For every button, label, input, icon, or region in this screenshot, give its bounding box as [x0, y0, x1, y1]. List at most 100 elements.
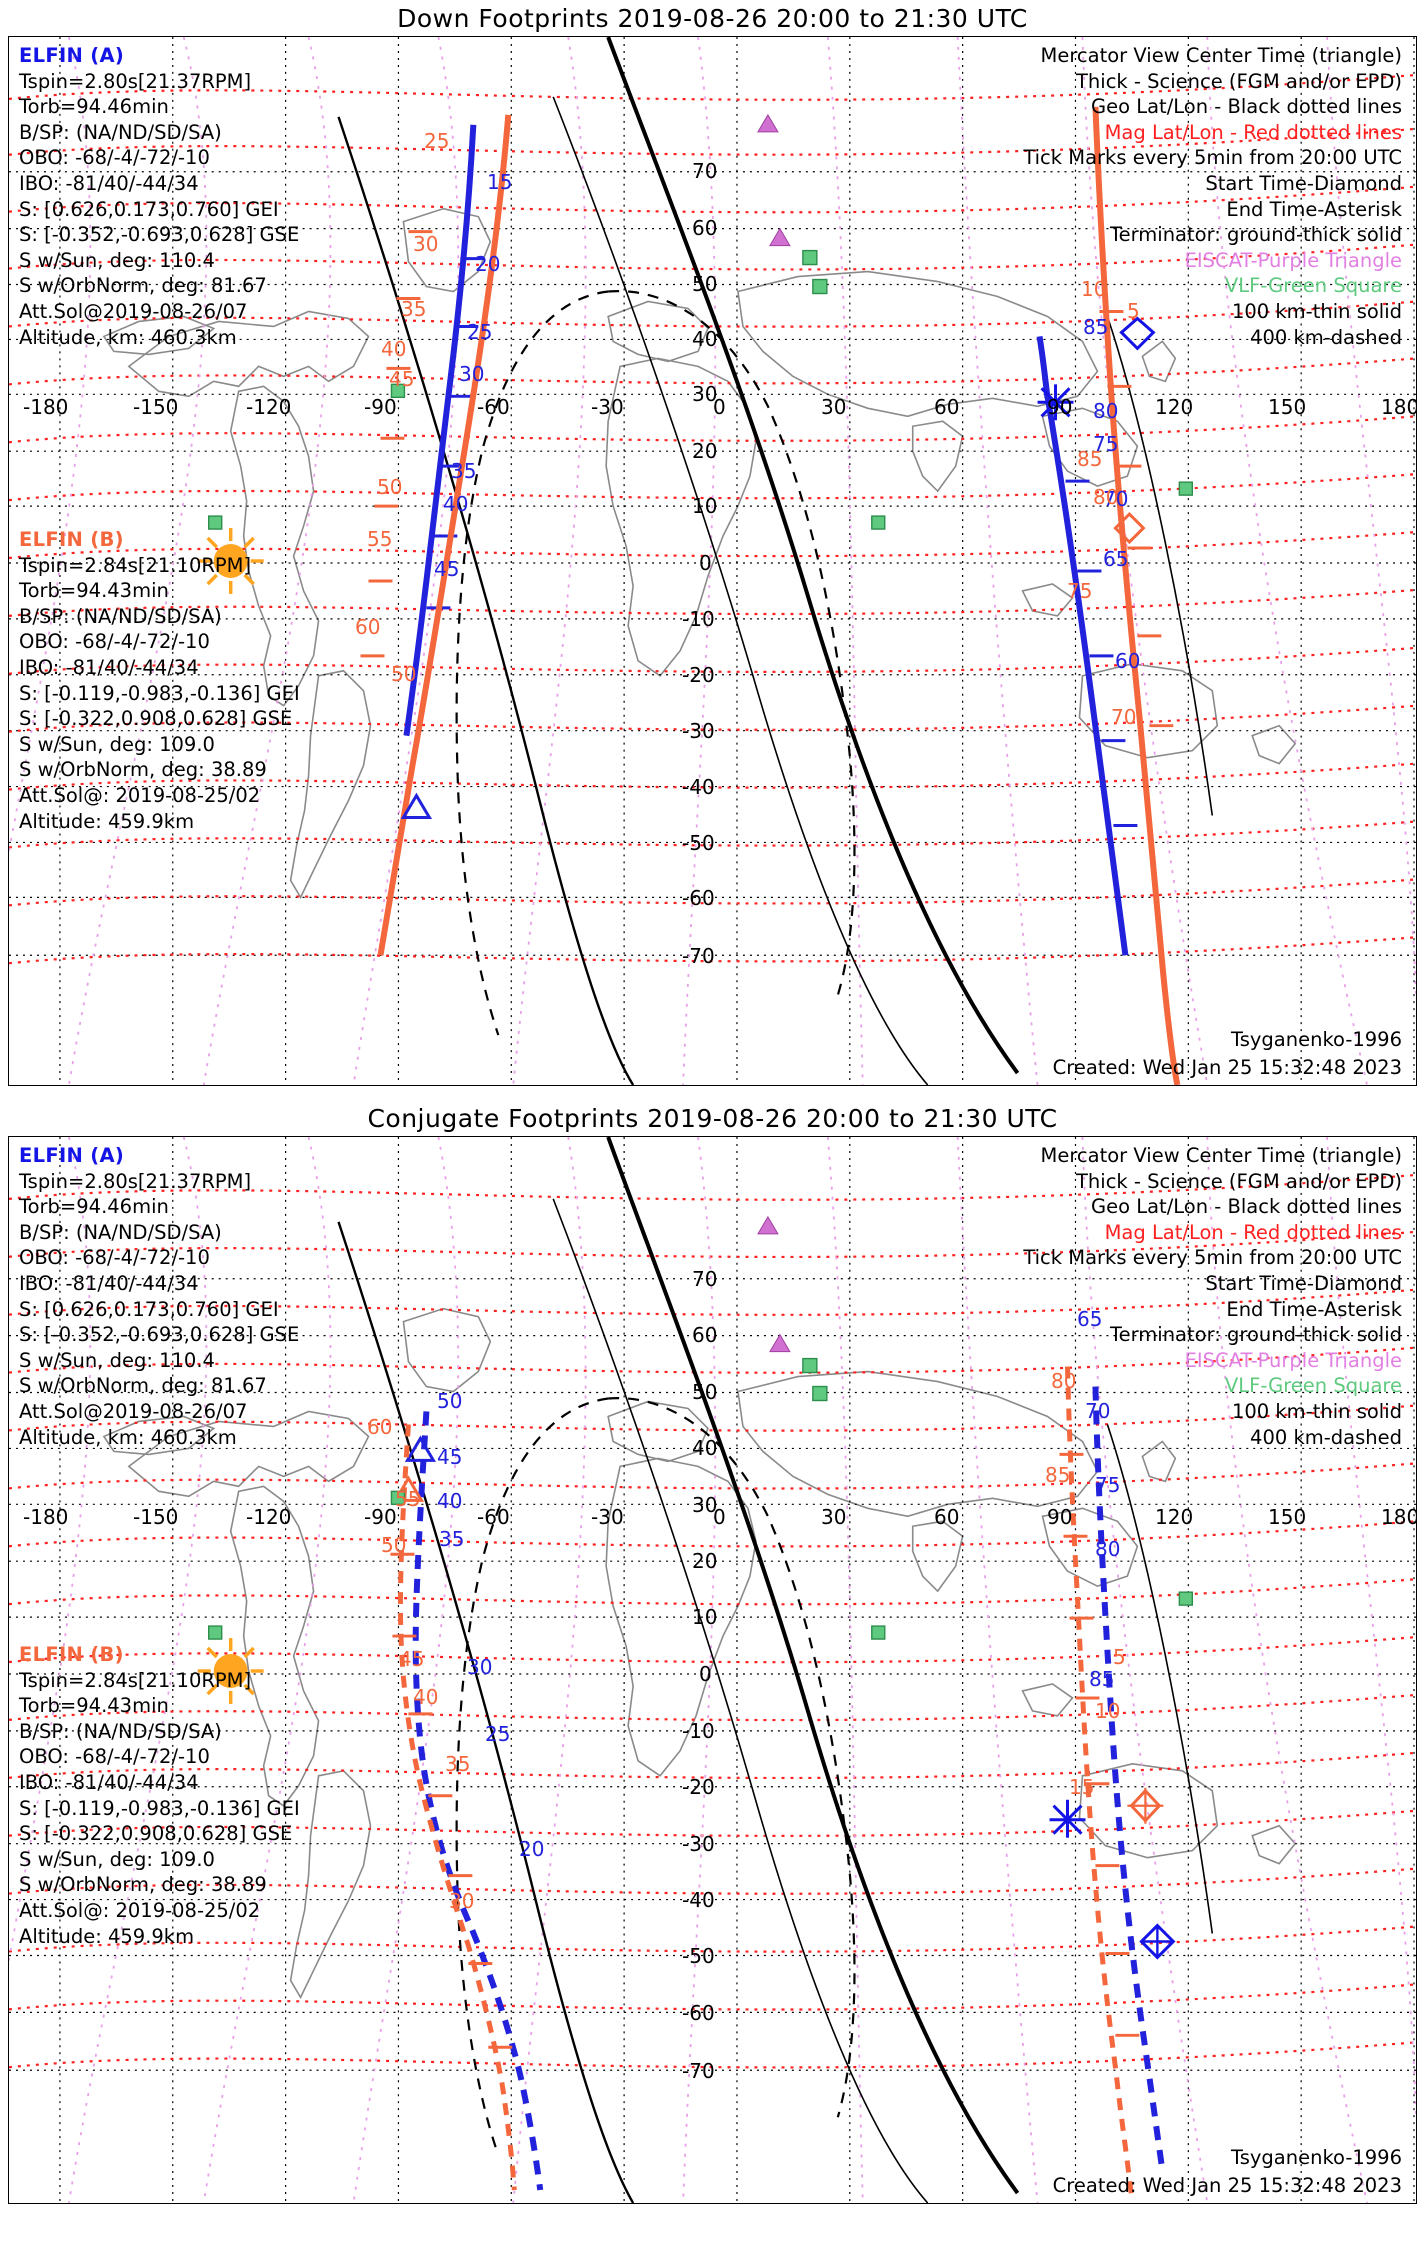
- track2-label-red-3: 45: [399, 1647, 425, 1671]
- lat2-tick-30: 30: [692, 1493, 718, 1517]
- lat2-tick-70: 70: [692, 1267, 718, 1291]
- elfin-b-track: [360, 106, 1181, 1085]
- lat2-tick--30: -30: [682, 1832, 715, 1856]
- elfin-a-track: [403, 124, 1156, 956]
- track-label-red-4: 45: [389, 367, 415, 391]
- eiscat-marker-2: [757, 1215, 791, 1353]
- lat-tick--10: -10: [682, 607, 715, 631]
- lat2-tick-60: 60: [692, 1323, 718, 1347]
- start-time-diamond-b: [1113, 511, 1146, 545]
- lat-tick-50: 50: [692, 272, 718, 296]
- lon2-tick-90: 90: [1047, 1505, 1073, 1529]
- track2-label-blue-11: 85: [1089, 1667, 1115, 1691]
- track-label-blue-9: 75: [1093, 432, 1119, 456]
- lon2-tick--30: -30: [591, 1505, 624, 1529]
- panel-1-map-svg: [9, 37, 1416, 1085]
- track-label-red-3: 40: [381, 337, 407, 361]
- geo-grid: [9, 37, 1416, 1085]
- track2-label-red-11: 15: [1069, 1775, 1095, 1799]
- lon2-tick-150: 150: [1268, 1505, 1307, 1529]
- track-label-blue-8: 80: [1093, 399, 1119, 423]
- lat2-tick-40: 40: [692, 1436, 718, 1460]
- lat-tick-20: 20: [692, 439, 718, 463]
- track2-label-blue-4: 30: [467, 1655, 493, 1679]
- lon-tick-0: 0: [713, 395, 726, 419]
- lat2-tick--10: -10: [682, 1719, 715, 1743]
- lat-tick-40: 40: [692, 327, 718, 351]
- track-label-red-12: 80: [1093, 485, 1119, 509]
- track-label-red-1: 30: [413, 232, 439, 256]
- terminator-400km-2: [455, 1397, 856, 2156]
- created-label-panel-1: Created: Wed Jan 25 15:32:48 2023: [1052, 1056, 1402, 1080]
- track2-label-blue-9: 75: [1095, 1473, 1121, 1497]
- lon2-tick-180: 180: [1381, 1505, 1417, 1529]
- panel-conjugate-footprints: Conjugate Footprints 2019-08-26 20:00 to…: [0, 1100, 1425, 2250]
- panel-down-footprints: Down Footprints 2019-08-26 20:00 to 21:3…: [0, 0, 1425, 1100]
- lat-tick--70: -70: [682, 944, 715, 968]
- lon-tick-30: 30: [821, 395, 847, 419]
- terminator-ground: [337, 37, 1020, 1085]
- lon2-tick--180: -180: [23, 1505, 69, 1529]
- track-label-red-6: 55: [367, 527, 393, 551]
- track2-label-blue-10: 80: [1095, 1537, 1121, 1561]
- track-label-blue-4: 35: [451, 459, 477, 483]
- geo-grid-2: [9, 1137, 1416, 2203]
- lon-tick--30: -30: [591, 395, 624, 419]
- terminator-ground-2: [337, 1137, 1020, 2203]
- lon2-tick-0: 0: [713, 1505, 726, 1529]
- lat2-tick--20: -20: [682, 1775, 715, 1799]
- lat-tick-60: 60: [692, 216, 718, 240]
- lat2-tick--60: -60: [682, 2001, 715, 2025]
- track-label-red-7: 60: [355, 615, 381, 639]
- terminator-100km: [552, 96, 1214, 1085]
- lon-tick-60: 60: [934, 395, 960, 419]
- track2-label-red-5: 35: [445, 1752, 471, 1776]
- lat-tick-10: 10: [692, 494, 718, 518]
- lat-tick--30: -30: [682, 719, 715, 743]
- lon2-tick--60: -60: [477, 1505, 510, 1529]
- lon-tick--180: -180: [23, 395, 69, 419]
- vlf-marker: [208, 249, 1194, 530]
- track2-label-red-10: 10: [1095, 1699, 1121, 1723]
- model-label-panel-2: Tsyganenko-1996: [1231, 2146, 1402, 2170]
- lat-tick--60: -60: [682, 886, 715, 910]
- track2-label-red-0: 60: [367, 1415, 393, 1439]
- track-label-red-5: 50: [377, 475, 403, 499]
- track-label-blue-6: 45: [434, 557, 460, 581]
- lon-tick--150: -150: [133, 395, 179, 419]
- lon2-tick--150: -150: [133, 1505, 179, 1529]
- track2-label-red-2: 50: [381, 1533, 407, 1557]
- track2-label-red-4: 40: [413, 1685, 439, 1709]
- track2-label-blue-3: 35: [439, 1527, 465, 1551]
- track-label-red-14: 70: [1111, 705, 1137, 729]
- track2-label-blue-5: 25: [485, 1722, 511, 1746]
- lat-tick-70: 70: [692, 159, 718, 183]
- lat-tick--50: -50: [682, 831, 715, 855]
- track-label-blue-7: 85: [1083, 315, 1109, 339]
- track-label-red-2: 35: [401, 297, 427, 321]
- lon2-tick-120: 120: [1155, 1505, 1194, 1529]
- lat-tick--20: -20: [682, 663, 715, 687]
- view-center-triangle-a-2: [404, 1435, 437, 1462]
- lat2-tick--40: -40: [682, 1888, 715, 1912]
- track2-label-red-7: 80: [1051, 1369, 1077, 1393]
- subsolar-sun-icon: [197, 528, 264, 594]
- lon-tick-120: 120: [1155, 395, 1194, 419]
- lon2-tick-30: 30: [821, 1505, 847, 1529]
- track-label-blue-12: 60: [1115, 649, 1141, 673]
- track-label-blue-11: 65: [1103, 547, 1129, 571]
- lon-tick-150: 150: [1268, 395, 1307, 419]
- mag-grid-lon-2: [9, 1137, 1416, 2203]
- panel-2-map: ELFIN (A) Tspin=2.80s[21.37RPM] Torb=94.…: [8, 1136, 1417, 2204]
- elfin-b-conjugate-track: [390, 1366, 1164, 2196]
- lon-tick--90: -90: [364, 395, 397, 419]
- lat2-tick-50: 50: [692, 1380, 718, 1404]
- lat2-tick--50: -50: [682, 1944, 715, 1968]
- panel-2-title: Conjugate Footprints 2019-08-26 20:00 to…: [367, 1104, 1058, 1133]
- panel-1-title: Down Footprints 2019-08-26 20:00 to 21:3…: [397, 4, 1028, 33]
- track-label-red-13: 75: [1067, 579, 1093, 603]
- panel-1-map: ELFIN (A) Tspin=2.80s[21.37RPM] Torb=94.…: [8, 36, 1417, 1086]
- start-time-diamond-b-2: [1127, 1787, 1164, 1824]
- track2-label-blue-6: 20: [519, 1837, 545, 1861]
- track2-label-blue-8: 70: [1085, 1399, 1111, 1423]
